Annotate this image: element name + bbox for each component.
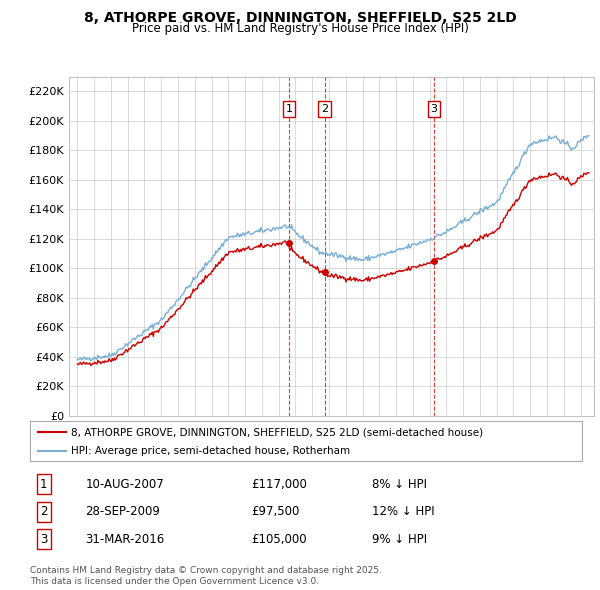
Text: 3: 3 xyxy=(40,533,47,546)
Text: £97,500: £97,500 xyxy=(251,505,299,519)
Text: 28-SEP-2009: 28-SEP-2009 xyxy=(85,505,160,519)
Text: 12% ↓ HPI: 12% ↓ HPI xyxy=(372,505,435,519)
Text: 2: 2 xyxy=(321,104,328,114)
Text: 9% ↓ HPI: 9% ↓ HPI xyxy=(372,533,427,546)
Text: 3: 3 xyxy=(430,104,437,114)
Text: £117,000: £117,000 xyxy=(251,478,307,491)
Text: 8, ATHORPE GROVE, DINNINGTON, SHEFFIELD, S25 2LD (semi-detached house): 8, ATHORPE GROVE, DINNINGTON, SHEFFIELD,… xyxy=(71,427,484,437)
Text: 2: 2 xyxy=(40,505,47,519)
Text: 1: 1 xyxy=(40,478,47,491)
Text: £105,000: £105,000 xyxy=(251,533,307,546)
Text: Contains HM Land Registry data © Crown copyright and database right 2025.: Contains HM Land Registry data © Crown c… xyxy=(30,566,382,575)
Text: HPI: Average price, semi-detached house, Rotherham: HPI: Average price, semi-detached house,… xyxy=(71,445,350,455)
Text: This data is licensed under the Open Government Licence v3.0.: This data is licensed under the Open Gov… xyxy=(30,577,319,586)
Text: 1: 1 xyxy=(286,104,292,114)
Text: 8% ↓ HPI: 8% ↓ HPI xyxy=(372,478,427,491)
Text: 31-MAR-2016: 31-MAR-2016 xyxy=(85,533,164,546)
Text: 8, ATHORPE GROVE, DINNINGTON, SHEFFIELD, S25 2LD: 8, ATHORPE GROVE, DINNINGTON, SHEFFIELD,… xyxy=(83,11,517,25)
Text: Price paid vs. HM Land Registry's House Price Index (HPI): Price paid vs. HM Land Registry's House … xyxy=(131,22,469,35)
Text: 10-AUG-2007: 10-AUG-2007 xyxy=(85,478,164,491)
